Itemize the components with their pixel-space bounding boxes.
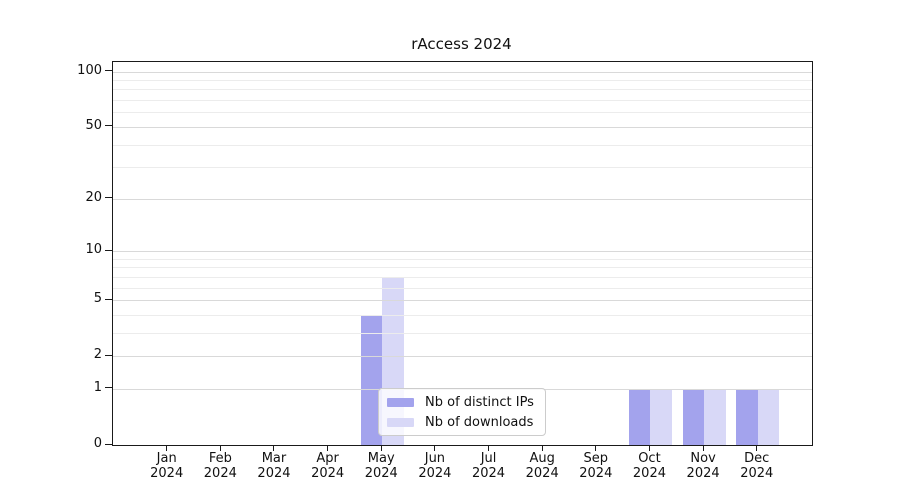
y-axis-tick <box>105 443 112 445</box>
gridline-major <box>113 71 812 73</box>
x-axis-tick <box>488 445 490 451</box>
x-axis-tick <box>166 445 168 451</box>
legend-swatch-icon <box>387 417 414 427</box>
gridline-minor <box>113 287 812 289</box>
x-axis-tick <box>327 445 329 451</box>
bar-oct-s0 <box>629 388 651 445</box>
x-axis-tick <box>434 445 436 451</box>
bar-may-s0 <box>360 314 383 445</box>
x-axis-tick <box>219 445 221 451</box>
legend-label: Nb of distinct IPs <box>425 394 534 410</box>
legend-label: Nb of downloads <box>425 414 534 430</box>
x-axis-tick <box>273 445 275 451</box>
gridline-major <box>113 198 812 200</box>
x-tick-label-mar: Mar 2024 <box>257 451 291 481</box>
x-axis-tick <box>541 445 543 451</box>
y-axis-tick <box>105 249 112 251</box>
y-axis-tick <box>105 125 112 127</box>
gridline-minor <box>113 258 812 260</box>
bar-oct-s1 <box>650 388 672 445</box>
x-axis-tick <box>648 445 650 451</box>
x-axis-tick <box>702 445 704 451</box>
x-tick-label-sep: Sep 2024 <box>579 451 613 481</box>
x-tick-label-oct: Oct 2024 <box>632 451 666 481</box>
gridline-minor <box>113 167 812 169</box>
legend-entry: Nb of distinct IPs <box>387 395 545 410</box>
x-tick-label-nov: Nov 2024 <box>686 451 720 481</box>
x-axis-tick <box>380 445 382 451</box>
gridline-major <box>113 300 812 302</box>
gridline-major <box>113 251 812 252</box>
y-axis-tick <box>105 70 112 72</box>
x-tick-label-aug: Aug 2024 <box>525 451 559 481</box>
x-axis-tick <box>595 445 597 451</box>
y-axis-tick <box>105 354 112 356</box>
y-axis-tick <box>105 298 112 300</box>
bar-dec-s0 <box>736 388 758 445</box>
y-tick-label: 10 <box>85 242 102 257</box>
bar-dec-s1 <box>757 388 780 445</box>
x-tick-label-may: May 2024 <box>364 451 398 481</box>
x-tick-label-apr: Apr 2024 <box>311 451 345 481</box>
gridline-minor <box>113 144 812 146</box>
gridline-minor <box>113 80 812 82</box>
gridline-minor <box>113 112 812 114</box>
x-tick-label-dec: Dec 2024 <box>740 451 774 481</box>
gridline-minor <box>113 89 812 91</box>
gridline-minor <box>113 276 812 278</box>
x-tick-label-jan: Jan 2024 <box>150 451 184 481</box>
y-axis-tick <box>105 387 112 389</box>
y-tick-label: 2 <box>93 347 102 363</box>
y-tick-label: 1 <box>93 379 102 395</box>
y-tick-label: 50 <box>85 117 102 133</box>
x-tick-label-feb: Feb 2024 <box>203 451 237 481</box>
x-tick-label-jul: Jul 2024 <box>471 451 506 481</box>
y-tick-label: 5 <box>93 291 102 307</box>
bar-nov-s1 <box>704 388 726 445</box>
legend-swatch-icon <box>387 397 414 407</box>
y-tick-label: 0 <box>93 436 102 451</box>
legend-entry: Nb of downloads <box>387 415 545 430</box>
legend: Nb of distinct IPs Nb of downloads <box>378 388 546 436</box>
x-tick-label-jun: Jun 2024 <box>418 451 452 481</box>
y-tick-label: 20 <box>85 189 102 205</box>
chart-title: rAccess 2024 <box>411 35 512 53</box>
gridline-minor <box>113 314 812 316</box>
gridline-major <box>113 356 812 358</box>
y-tick-label: 100 <box>77 62 102 78</box>
x-axis-tick <box>756 445 758 451</box>
gridline-minor <box>113 100 812 102</box>
bar-nov-s0 <box>682 388 705 445</box>
gridline-major <box>113 126 812 128</box>
gridline-minor <box>113 267 812 269</box>
gridline-minor <box>113 332 812 334</box>
y-axis-tick <box>105 197 112 199</box>
